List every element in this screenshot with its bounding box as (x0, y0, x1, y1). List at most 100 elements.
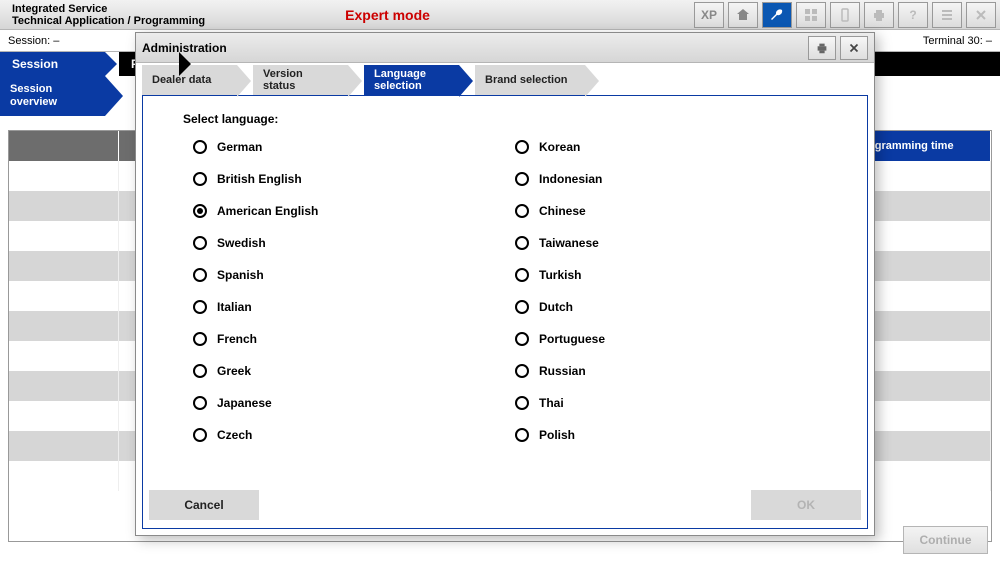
xp-label: XP (701, 8, 717, 22)
radio-icon (193, 300, 207, 314)
language-option[interactable]: French (193, 332, 505, 346)
language-option[interactable]: Italian (193, 300, 505, 314)
print-button[interactable] (864, 2, 894, 28)
menu-icon (939, 7, 955, 23)
language-option[interactable]: Dutch (515, 300, 827, 314)
ok-button[interactable]: OK (751, 490, 861, 520)
language-label: Greek (217, 364, 251, 378)
language-label: Turkish (539, 268, 581, 282)
language-option[interactable]: Thai (515, 396, 827, 410)
help-button[interactable]: ? (898, 2, 928, 28)
language-option[interactable]: British English (193, 172, 505, 186)
dialog-footer: Cancel OK (149, 488, 861, 522)
language-columns: German British English American English Swe… (183, 140, 827, 442)
app-title-line1: Integrated Service (12, 3, 205, 15)
radio-icon (515, 236, 529, 250)
radio-icon (515, 140, 529, 154)
tab-language-selection[interactable]: Language selection (364, 65, 459, 95)
language-option[interactable]: Greek (193, 364, 505, 378)
language-option[interactable]: Japanese (193, 396, 505, 410)
expert-mode-label: Expert mode (345, 7, 430, 23)
language-label: German (217, 140, 262, 154)
tools-button[interactable] (762, 2, 792, 28)
tab-session-label: Session (12, 57, 58, 71)
device-icon (837, 7, 853, 23)
home-icon (735, 7, 751, 23)
subtab-session-overview[interactable]: Session overview (0, 76, 105, 116)
language-option[interactable]: German (193, 140, 505, 154)
subtab-overview-label: Session overview (10, 83, 95, 109)
print-icon (871, 7, 887, 23)
continue-button[interactable]: Continue (903, 526, 988, 554)
tab-brand-label: Brand selection (485, 74, 568, 86)
language-label: Thai (539, 396, 564, 410)
language-label: Japanese (217, 396, 272, 410)
radio-icon (193, 396, 207, 410)
language-label: Taiwanese (539, 236, 599, 250)
radio-icon (515, 204, 529, 218)
ok-label: OK (797, 498, 815, 512)
language-option[interactable]: Portuguese (515, 332, 827, 346)
language-option[interactable]: Korean (515, 140, 827, 154)
close-app-button[interactable] (966, 2, 996, 28)
radio-icon (515, 428, 529, 442)
tab-version-status[interactable]: Version status (253, 65, 348, 95)
dialog-header: Administration (136, 33, 874, 63)
radio-icon (193, 140, 207, 154)
language-option[interactable]: Turkish (515, 268, 827, 282)
radio-icon (193, 268, 207, 282)
dialog-body: Select language: German British English Am… (142, 95, 868, 529)
radio-icon (515, 300, 529, 314)
language-option[interactable]: American English (193, 204, 505, 218)
radio-icon (193, 364, 207, 378)
layout-button[interactable] (796, 2, 826, 28)
top-app-bar: Integrated Service Technical Application… (0, 0, 1000, 30)
dialog-tab-row: Dealer data Version status Language sele… (136, 63, 874, 95)
terminal-status: Terminal 30: – (923, 35, 992, 47)
language-option[interactable]: Czech (193, 428, 505, 442)
device-button[interactable] (830, 2, 860, 28)
cancel-label: Cancel (184, 498, 223, 512)
administration-dialog: Administration Dealer data Version statu… (135, 32, 875, 536)
dialog-title: Administration (142, 41, 804, 55)
home-button[interactable] (728, 2, 758, 28)
language-option[interactable]: Indonesian (515, 172, 827, 186)
language-option[interactable]: Swedish (193, 236, 505, 250)
language-option[interactable]: Taiwanese (515, 236, 827, 250)
language-label: Chinese (539, 204, 586, 218)
language-label: Italian (217, 300, 252, 314)
menu-button[interactable] (932, 2, 962, 28)
radio-icon (193, 236, 207, 250)
language-label: Portuguese (539, 332, 605, 346)
print-icon (815, 41, 829, 55)
language-option[interactable]: Polish (515, 428, 827, 442)
tab-brand-selection[interactable]: Brand selection (475, 65, 585, 95)
language-column-2: Korean Indonesian Chinese Taiwanese Turkish D… (505, 140, 827, 442)
select-language-label: Select language: (183, 112, 827, 126)
tab-session[interactable]: Session (0, 52, 105, 76)
language-label: Czech (217, 428, 252, 442)
language-label: Russian (539, 364, 586, 378)
language-label: French (217, 332, 257, 346)
svg-text:?: ? (909, 8, 916, 22)
session-status: Session: – (8, 35, 59, 47)
radio-icon (515, 172, 529, 186)
language-option[interactable]: Spanish (193, 268, 505, 282)
cancel-button[interactable]: Cancel (149, 490, 259, 520)
language-option[interactable]: Chinese (515, 204, 827, 218)
language-label: Polish (539, 428, 575, 442)
app-title-line2: Technical Application / Programming (12, 15, 205, 27)
xp-button[interactable]: XP (694, 2, 724, 28)
tab-language-label: Language selection (374, 68, 449, 92)
language-label: British English (217, 172, 302, 186)
language-option[interactable]: Russian (515, 364, 827, 378)
radio-icon (515, 332, 529, 346)
radio-icon (193, 428, 207, 442)
language-label: Swedish (217, 236, 266, 250)
th-col1 (9, 131, 119, 161)
dialog-close-button[interactable] (840, 36, 868, 60)
tab-version-label: Version status (263, 68, 338, 92)
radio-icon (193, 204, 207, 218)
dialog-print-button[interactable] (808, 36, 836, 60)
close-icon (973, 7, 989, 23)
